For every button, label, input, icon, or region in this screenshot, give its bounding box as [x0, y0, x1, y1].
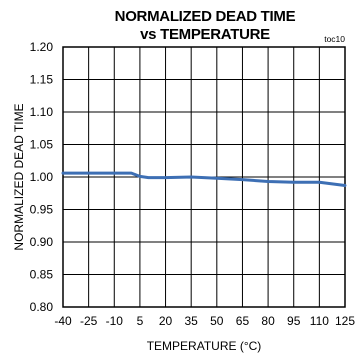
x-tick-label: 5: [137, 314, 144, 328]
x-tick-label: -40: [54, 314, 72, 328]
x-tick-label: 65: [236, 314, 250, 328]
series-line: [61, 171, 347, 187]
x-tick-labels: -40 -25 -10 5 20 35 50 65 80 95 110 125: [54, 314, 355, 328]
figure-code: toc10: [324, 34, 345, 44]
x-tick-label: 110: [310, 314, 329, 328]
chart-subtitle: vs TEMPERATURE: [140, 26, 270, 43]
y-tick-label: 1.15: [30, 73, 54, 87]
x-tick-label: -10: [106, 314, 124, 328]
y-tick-labels: 0.80 0.85 0.90 0.95 1.00 1.05 1.10 1.15 1.20: [30, 40, 54, 314]
grid-lines: [63, 47, 345, 307]
x-tick-label: 35: [185, 314, 199, 328]
y-tick-label: 0.85: [30, 268, 54, 282]
y-tick-label: 0.95: [30, 203, 54, 217]
x-axis-label: TEMPERATURE (°C): [147, 339, 262, 353]
chart-title: NORMALIZED DEAD TIME: [114, 8, 296, 25]
y-tick-label: 1.05: [30, 138, 54, 152]
y-axis-label: NORMALIZED DEAD TIME: [12, 103, 26, 250]
y-tick-label: 1.00: [30, 170, 54, 184]
x-tick-label: 50: [210, 314, 224, 328]
x-tick-label: 20: [159, 314, 173, 328]
x-tick-label: 125: [335, 314, 355, 328]
y-tick-label: 1.10: [30, 105, 54, 119]
y-tick-label: 0.90: [30, 235, 54, 249]
x-tick-label: 95: [287, 314, 301, 328]
x-tick-label: -25: [80, 314, 98, 328]
plot-frame: [62, 46, 346, 308]
y-tick-label: 1.20: [30, 40, 54, 54]
y-tick-label: 0.80: [30, 300, 54, 314]
x-tick-label: 80: [261, 314, 275, 328]
